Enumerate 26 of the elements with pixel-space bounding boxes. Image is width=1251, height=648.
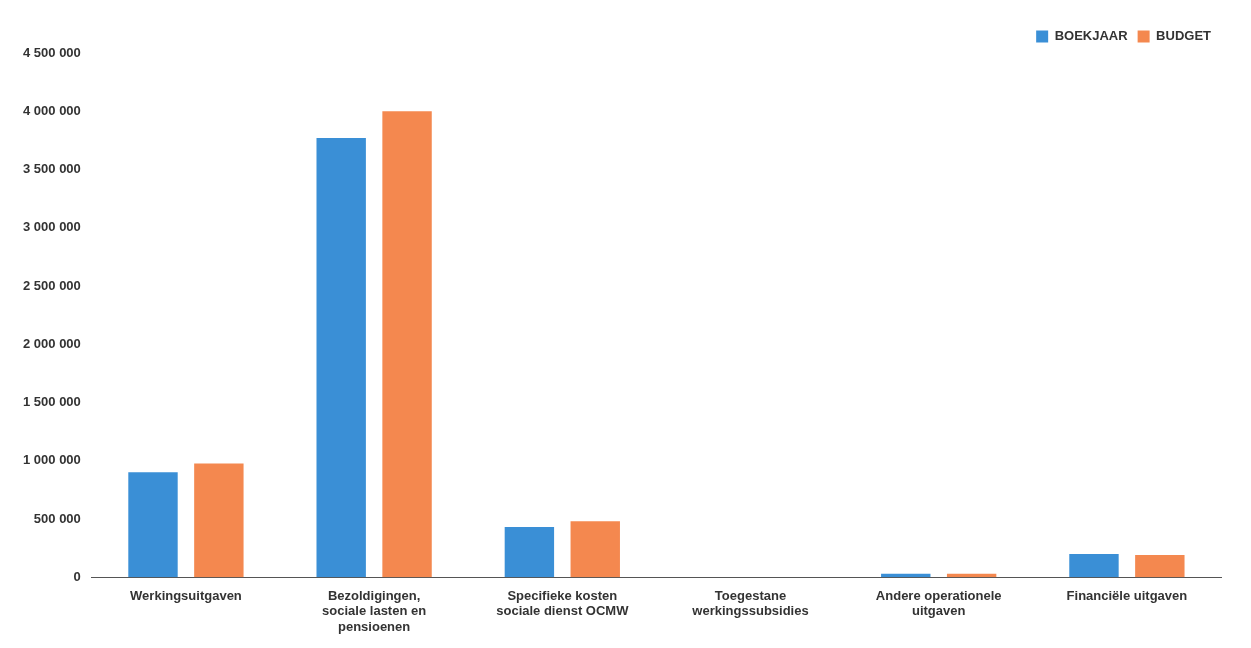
- y-tick-label: 4 000 000: [22, 102, 81, 118]
- legend-label: BOEKJAAR: [1054, 28, 1129, 44]
- x-tick-label: Toegestane werkingssubsidies: [691, 587, 809, 619]
- y-tick-label: 2 000 000: [22, 335, 81, 351]
- bar: [316, 138, 366, 578]
- bar: [382, 111, 432, 578]
- y-tick-label: 4 500 000: [22, 44, 81, 60]
- x-tick-label: Werkingsuitgaven: [130, 587, 242, 603]
- bar: [570, 521, 620, 578]
- x-tick-label: Andere operationele uitgaven: [875, 587, 1002, 619]
- y-tick-label: 3 000 000: [22, 219, 81, 235]
- y-tick-label: 3 500 000: [22, 161, 81, 177]
- bar: [504, 527, 555, 578]
- bar: [1135, 555, 1185, 578]
- x-tick-label: Specifieke kosten sociale dienst OCMW: [496, 587, 630, 619]
- x-tick-label: Bezoldigingen, sociale lasten en pensioenen: [322, 587, 427, 634]
- bar: [194, 463, 244, 578]
- y-tick-label: 1 500 000: [22, 394, 81, 410]
- y-tick-label: 1 000 000: [22, 452, 81, 468]
- bar: [1069, 553, 1119, 578]
- legend-label: BUDGET: [1156, 28, 1212, 44]
- y-tick-label: 0: [73, 568, 81, 584]
- y-tick-label: 2 500 000: [22, 277, 81, 293]
- bar: [128, 472, 178, 578]
- x-tick-label: Financiële uitgaven: [1066, 587, 1188, 603]
- y-tick-label: 500 000: [33, 510, 81, 526]
